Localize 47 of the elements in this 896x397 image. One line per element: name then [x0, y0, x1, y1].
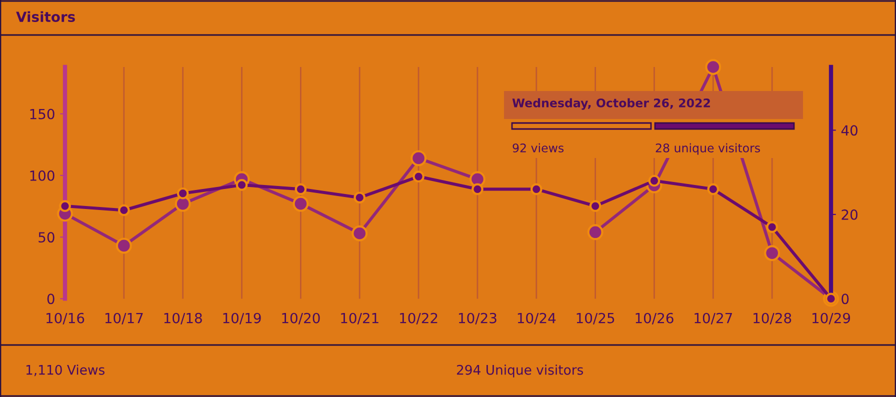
annotation: 92 views — [512, 143, 564, 152]
y2-tick-label: 20 — [842, 209, 858, 220]
point — [116, 238, 132, 254]
annotation: Wednesday, October 26, 2022 — [512, 98, 710, 110]
point — [410, 150, 427, 166]
y-tick-label: 0 — [47, 294, 54, 304]
y-tick-label: 150 — [30, 108, 54, 120]
point — [118, 204, 130, 216]
x-tick-label: 10/24 — [518, 312, 556, 324]
x-tick-label: 10/18 — [164, 312, 202, 324]
x-tick-label: 10/22 — [400, 312, 438, 324]
point — [764, 245, 780, 262]
point — [587, 224, 604, 240]
x-tick-label: 10/23 — [458, 312, 496, 324]
point — [176, 187, 189, 200]
y2-tick-label: 40 — [841, 125, 858, 136]
point — [589, 200, 602, 212]
point — [59, 200, 71, 212]
point — [530, 183, 542, 196]
x-tick-label: 10/20 — [282, 312, 320, 324]
x-tick-label: 10/26 — [636, 312, 674, 324]
text: 1,110 Views — [26, 364, 104, 376]
x-tick-label: 10/28 — [754, 312, 792, 324]
point — [766, 221, 778, 233]
y2-tick-label: 0 — [842, 294, 849, 304]
y-tick-label: 50 — [38, 232, 54, 243]
point — [354, 192, 366, 204]
x-tick-label: 10/16 — [46, 312, 84, 324]
point — [352, 225, 368, 242]
point — [707, 183, 720, 196]
chart-title: Visitors — [16, 11, 75, 22]
x-tick-label: 10/17 — [105, 312, 143, 324]
annotation: 28 unique visitors — [656, 143, 760, 155]
point — [236, 179, 248, 191]
point — [174, 196, 191, 212]
point — [472, 183, 484, 196]
x-tick-label: 10/19 — [223, 312, 261, 324]
x-tick-label: 10/27 — [694, 312, 732, 324]
point — [705, 59, 722, 75]
x-tick-label: 10/25 — [576, 312, 614, 324]
x-tick-label: 10/29 — [812, 312, 850, 324]
point — [294, 183, 307, 196]
y-tick-label: 100 — [30, 170, 54, 181]
point — [292, 196, 309, 212]
x-tick-label: 10/21 — [341, 312, 378, 324]
text: 294 Unique visitors — [456, 364, 584, 378]
point — [412, 170, 424, 182]
